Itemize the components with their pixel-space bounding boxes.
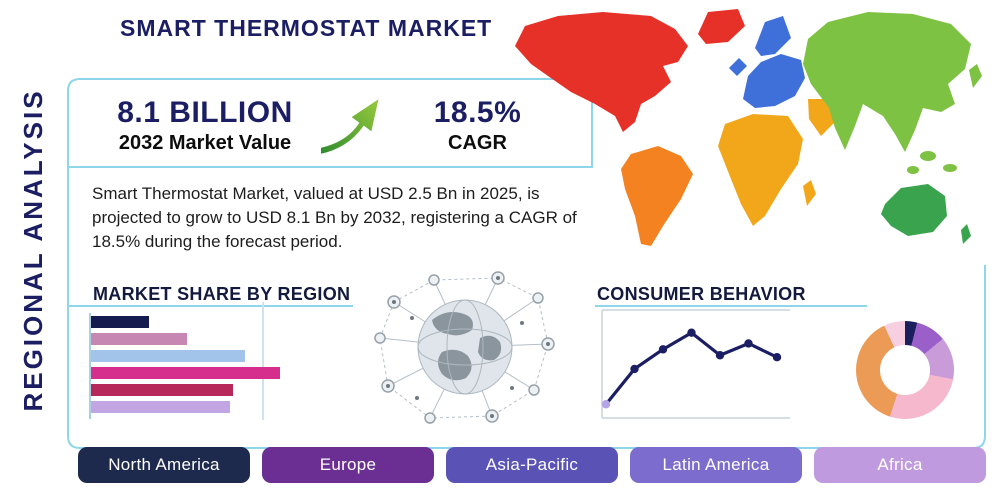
- map-philippines: [943, 164, 957, 172]
- vertical-section-label: REGIONAL ANALYSIS: [18, 88, 48, 412]
- market-value-caption: 2032 Market Value: [118, 132, 292, 154]
- bar-region-4: [91, 367, 280, 379]
- line-chart-axes: [601, 309, 790, 419]
- page-title: SMART THERMOSTAT MARKET: [120, 15, 493, 41]
- bar-region-5: [91, 384, 233, 396]
- map-sumatra: [907, 166, 919, 174]
- region-button-europe[interactable]: Europe: [262, 447, 434, 483]
- world-map: [515, 9, 982, 246]
- line-point-2: [630, 364, 639, 374]
- bar-chart-axis: [89, 313, 91, 419]
- bar-region-2: [91, 333, 187, 345]
- line-point-6: [744, 339, 753, 348]
- region-button-latin-america[interactable]: Latin America: [630, 447, 802, 483]
- line-point-1: [601, 400, 611, 409]
- map-indonesia: [920, 151, 936, 161]
- market-value-stat: 8.1 BILLION 2032 Market Value: [95, 96, 315, 155]
- consumer-line-chart: [601, 309, 790, 419]
- region-button-asia-pacific[interactable]: Asia-Pacific: [446, 447, 618, 483]
- consumer-behavior-underline: [595, 305, 867, 307]
- bar-region-1: [91, 316, 149, 328]
- bar-region-6: [91, 401, 230, 413]
- map-south-america: [621, 146, 693, 246]
- cagr-stat: 18.5% CAGR: [405, 96, 550, 155]
- market-value: 8.1 BILLION: [117, 96, 293, 129]
- map-middle-east: [808, 99, 835, 136]
- cagr-caption: CAGR: [448, 132, 507, 154]
- map-europe: [743, 54, 805, 108]
- map-uk: [729, 58, 747, 76]
- bar-region-3: [91, 350, 245, 362]
- map-north-america: [515, 12, 688, 132]
- consumer-behavior-heading: CONSUMER BEHAVIOR: [597, 284, 806, 304]
- map-africa: [718, 114, 803, 226]
- donut-chart: [856, 321, 954, 419]
- market-share-underline: [68, 305, 353, 307]
- map-australia: [881, 184, 947, 236]
- market-share-bars: [91, 316, 280, 418]
- growth-arrow-shape: [319, 94, 382, 157]
- region-button-africa[interactable]: Africa: [814, 447, 986, 483]
- map-scandinavia: [755, 16, 791, 56]
- map-madagascar: [803, 180, 816, 206]
- map-japan: [969, 64, 982, 88]
- map-greenland: [698, 9, 745, 44]
- region-buttons: North America Europe Asia-Pacific Latin Ame…: [78, 447, 986, 483]
- donut-hole: [880, 345, 930, 395]
- market-description: Smart Thermostat Market, valued at USD 2…: [92, 184, 577, 252]
- map-asia: [803, 12, 971, 152]
- market-share-heading: MARKET SHARE BY REGION: [93, 284, 351, 304]
- line-point-7: [772, 353, 782, 362]
- bar-chart-gridline: [262, 302, 264, 420]
- line-point-3: [658, 345, 668, 354]
- growth-arrow-icon: [319, 94, 382, 157]
- globe-network-graphic: [374, 271, 555, 424]
- line-point-4: [687, 328, 696, 337]
- line-point-5: [715, 351, 725, 360]
- map-new-zealand: [961, 224, 971, 244]
- region-button-north-america[interactable]: North America: [78, 447, 250, 483]
- cagr-value: 18.5%: [433, 96, 522, 129]
